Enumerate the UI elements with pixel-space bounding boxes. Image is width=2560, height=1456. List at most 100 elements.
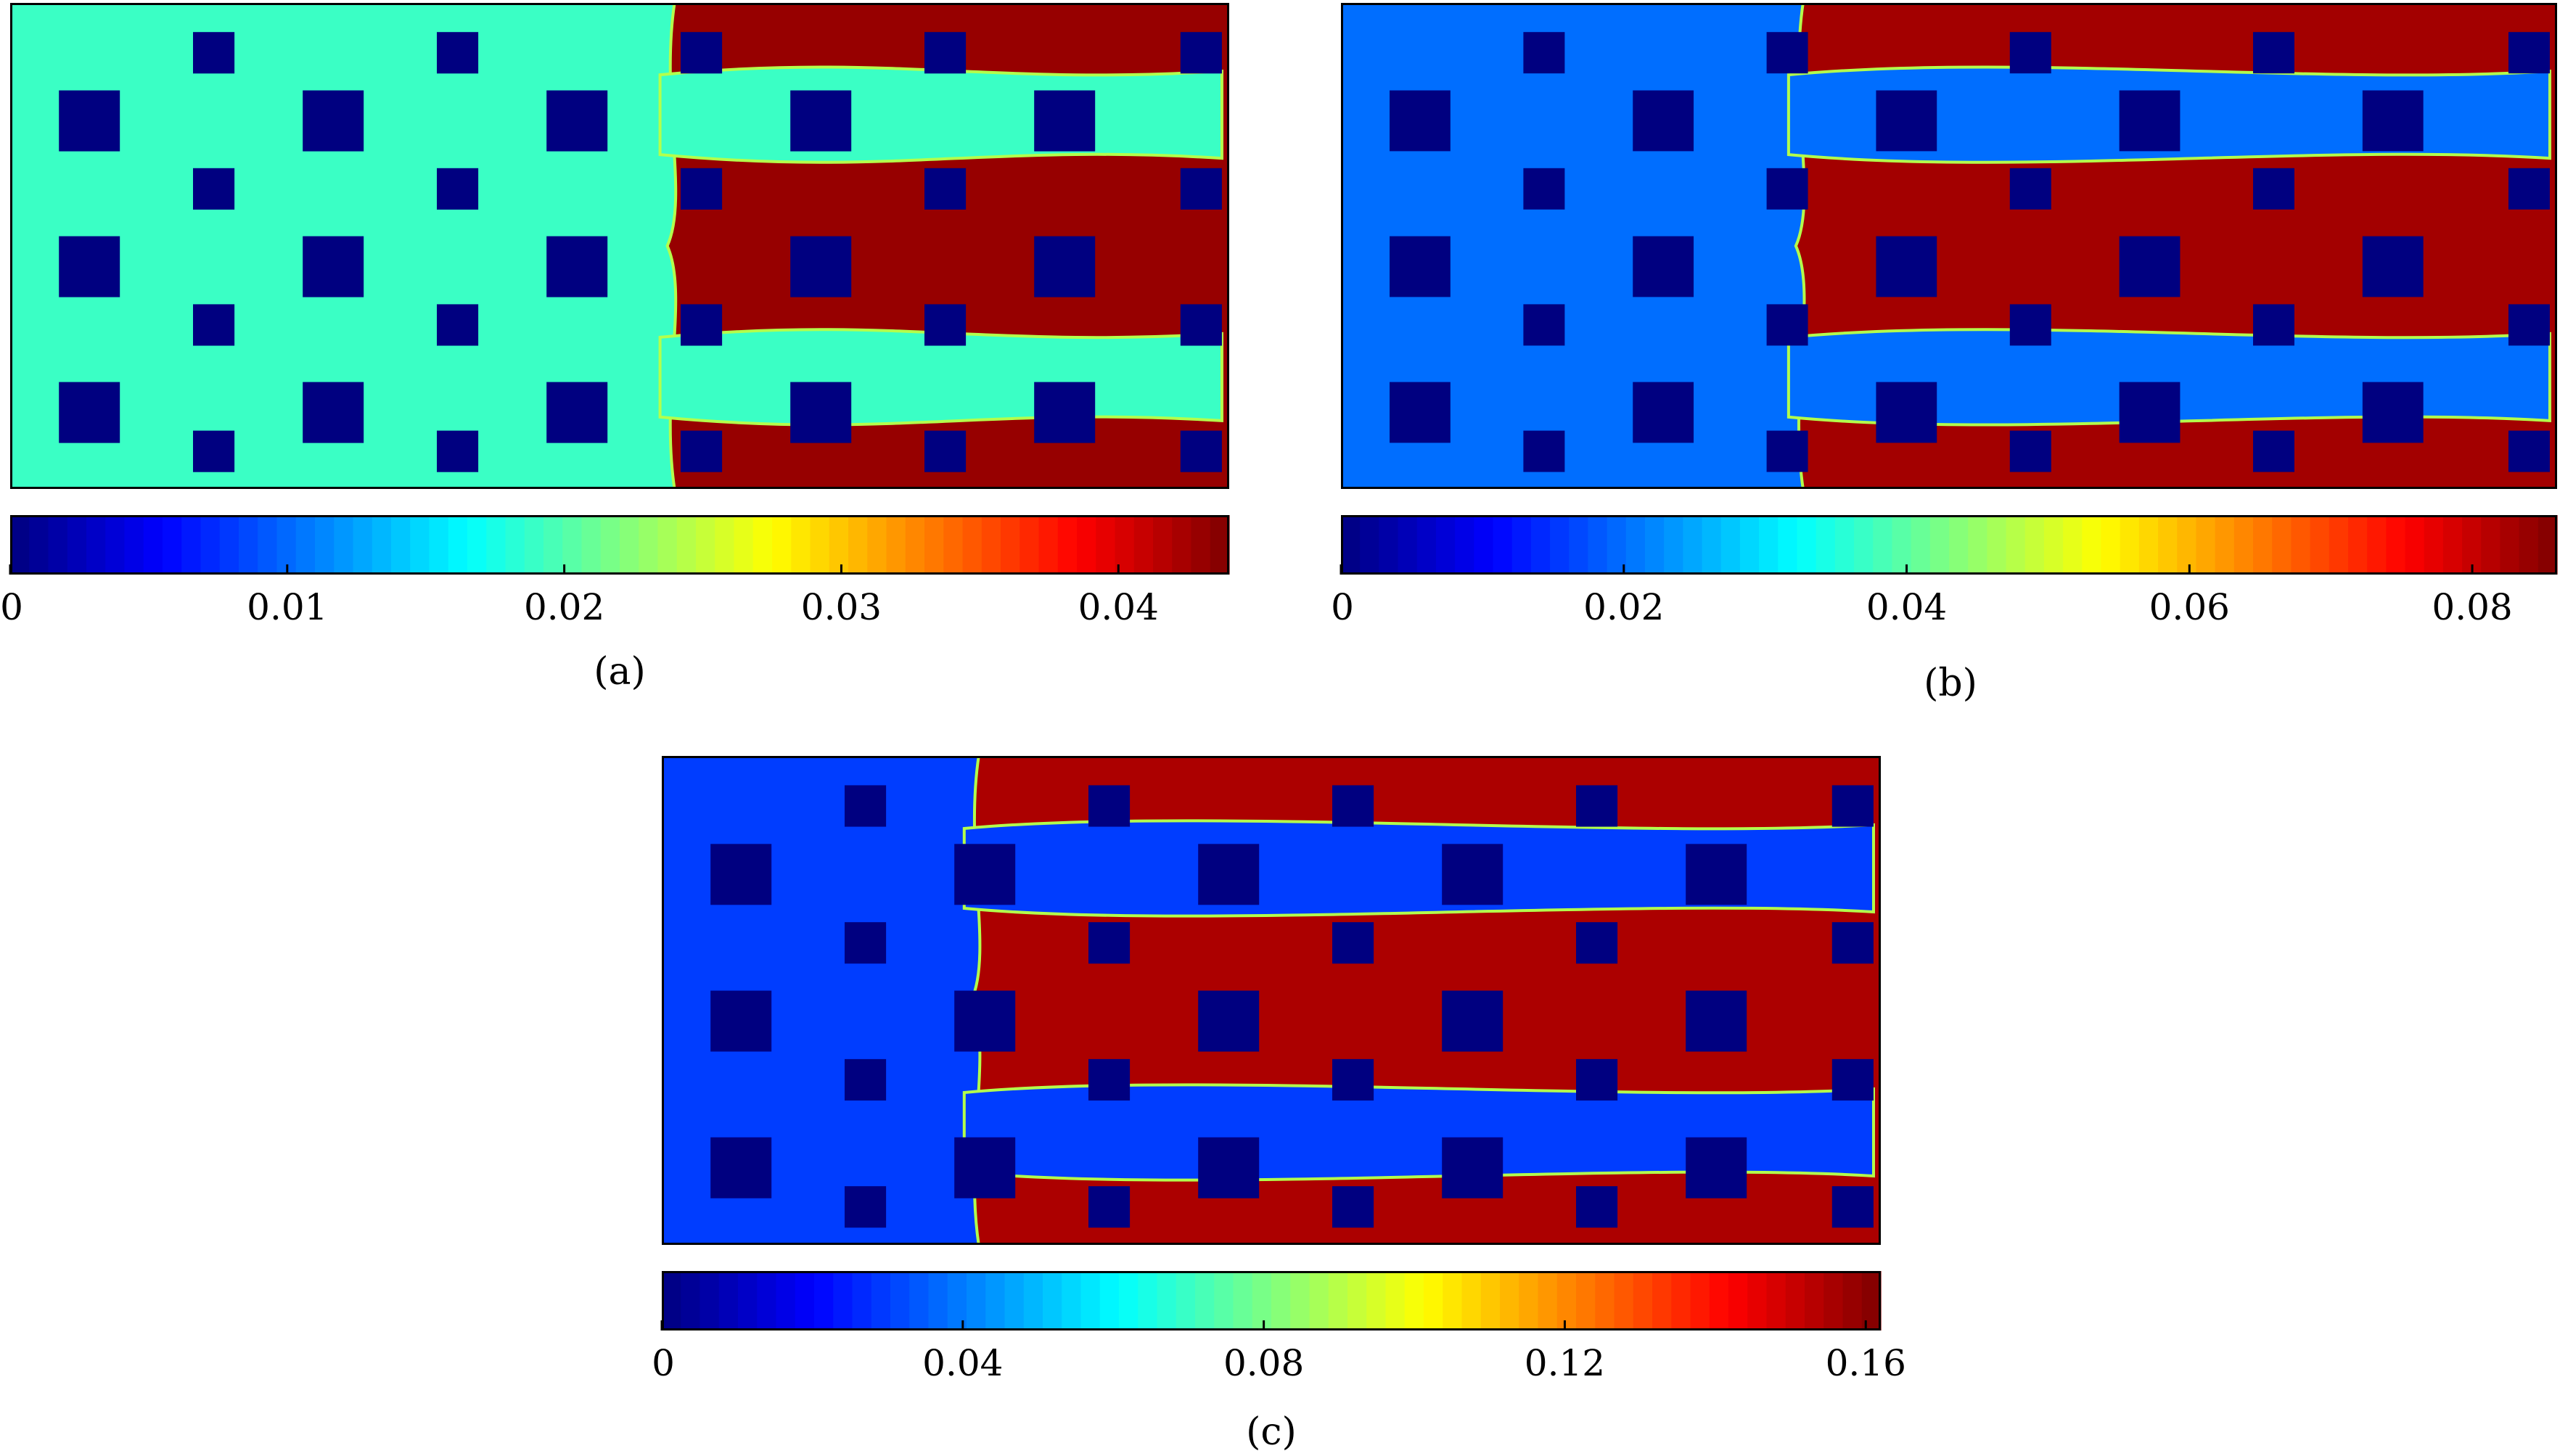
colorbar-segment [2196, 515, 2216, 575]
colorbar-segment [1038, 515, 1059, 575]
solid-obstacle [1766, 304, 1808, 346]
colorbar-segment [1404, 1271, 1424, 1330]
plot-frame [662, 756, 1881, 1245]
colorbar-segment [1766, 1271, 1786, 1330]
solid-obstacle [1686, 1137, 1747, 1198]
colorbar-segment [1347, 1271, 1367, 1330]
solid-obstacle [1876, 90, 1937, 152]
colorbar-segment [1309, 1271, 1329, 1330]
solid-obstacle [1088, 922, 1131, 964]
solid-obstacle [59, 236, 120, 297]
solid-obstacle [681, 32, 723, 74]
colorbar-segment [581, 515, 602, 575]
solid-obstacle [1332, 1186, 1374, 1228]
colorbar-segment [752, 515, 773, 575]
colorbar-c: 0 0.04 0.08 0.12 0.16 [652, 1271, 1906, 1384]
colorbar-segment [143, 515, 163, 575]
solid-obstacle [2508, 168, 2550, 210]
colorbar-segment [2138, 515, 2159, 575]
solid-obstacle [1390, 236, 1451, 297]
colorbar-segment [2442, 515, 2463, 575]
colorbar-segment [1138, 1271, 1158, 1330]
solid-obstacle [1831, 1058, 1874, 1101]
solid-obstacle [2362, 90, 2424, 152]
colorbar-segment [734, 515, 754, 575]
colorbar-segment [448, 515, 468, 575]
solid-obstacle [790, 382, 852, 443]
solid-obstacle [2362, 236, 2424, 297]
colorbar-segment [219, 515, 239, 575]
solid-obstacle [845, 1186, 887, 1228]
solid-obstacle [2119, 236, 2180, 297]
solid-obstacle [1633, 236, 1694, 297]
caption-a: (a) [594, 650, 646, 694]
colorbar-segment [124, 515, 144, 575]
colorbar-segment [1720, 515, 1741, 575]
solid-obstacle [303, 236, 364, 297]
solid-obstacle [924, 304, 967, 346]
colorbar-segment [2158, 515, 2178, 575]
colorbar-segment [1461, 1271, 1482, 1330]
colorbar-segment [10, 515, 30, 575]
solid-obstacle [303, 382, 364, 443]
colorbar-tick-label: 0.12 [1525, 1342, 1605, 1384]
colorbar-segment [2538, 515, 2558, 575]
colorbar-segment [867, 515, 887, 575]
colorbar-segment [505, 515, 525, 575]
solid-obstacle [1332, 1058, 1374, 1101]
solid-obstacle [1876, 236, 1937, 297]
colorbar-segment [2347, 515, 2368, 575]
colorbar-segment [1690, 1271, 1710, 1330]
colorbar-segment [391, 515, 411, 575]
colorbar-segment [562, 515, 583, 575]
solid-obstacle [2253, 430, 2294, 472]
solid-obstacle [1576, 1186, 1618, 1228]
colorbar-segment [1341, 515, 1361, 575]
colorbar-segment [1816, 515, 1836, 575]
colorbar-segment [1233, 1271, 1253, 1330]
colorbar-segment [1530, 515, 1551, 575]
colorbar-tick-label: 0.16 [1826, 1342, 1906, 1384]
solid-obstacle [1088, 1058, 1131, 1101]
colorbar-segment [2329, 515, 2349, 575]
plot-frame [1341, 3, 2557, 489]
colorbar-segment [833, 1271, 853, 1330]
solid-obstacle [1180, 430, 1222, 472]
solid-obstacle [1198, 1137, 1260, 1198]
caption-c: (c) [1246, 1410, 1297, 1454]
colorbar-segment [1080, 1271, 1101, 1330]
solid-obstacle [1576, 785, 1618, 827]
colorbar-segment [1709, 1271, 1729, 1330]
colorbar-segment [2233, 515, 2254, 575]
colorbar-frame [662, 1271, 1881, 1330]
colorbar-segment [1569, 515, 1589, 575]
colorbar-tick-label: 0 [0, 586, 23, 628]
solid-obstacle [2508, 430, 2550, 472]
colorbar-segment [2405, 515, 2425, 575]
colorbar-segment [1435, 515, 1456, 575]
colorbar-segment [981, 515, 1001, 575]
colorbar-segment [1385, 1271, 1406, 1330]
solid-obstacle [1442, 990, 1503, 1052]
colorbar-segment [1511, 515, 1532, 575]
colorbar-segment [1759, 515, 1779, 575]
colorbar-segment [1519, 1271, 1539, 1330]
colorbar-segment [1474, 515, 1494, 575]
solid-obstacle [1198, 844, 1260, 905]
colorbar-segment [943, 515, 964, 575]
colorbar-segment [886, 515, 906, 575]
colorbar-segment [909, 1271, 930, 1330]
solid-obstacle [1442, 844, 1503, 905]
solid-obstacle [193, 168, 235, 210]
colorbar-segment [1176, 1271, 1196, 1330]
colorbar-segment [1702, 515, 1722, 575]
solid-obstacle [1876, 382, 1937, 443]
colorbar-segment [67, 515, 87, 575]
colorbar-segment [1290, 1271, 1310, 1330]
colorbar-segment [985, 1271, 1006, 1330]
colorbar-segment [791, 515, 811, 575]
colorbar-segment [1398, 515, 1418, 575]
colorbar-segment [1455, 515, 1474, 575]
colorbar-segment [353, 515, 373, 575]
colorbar-segment [1576, 1271, 1596, 1330]
